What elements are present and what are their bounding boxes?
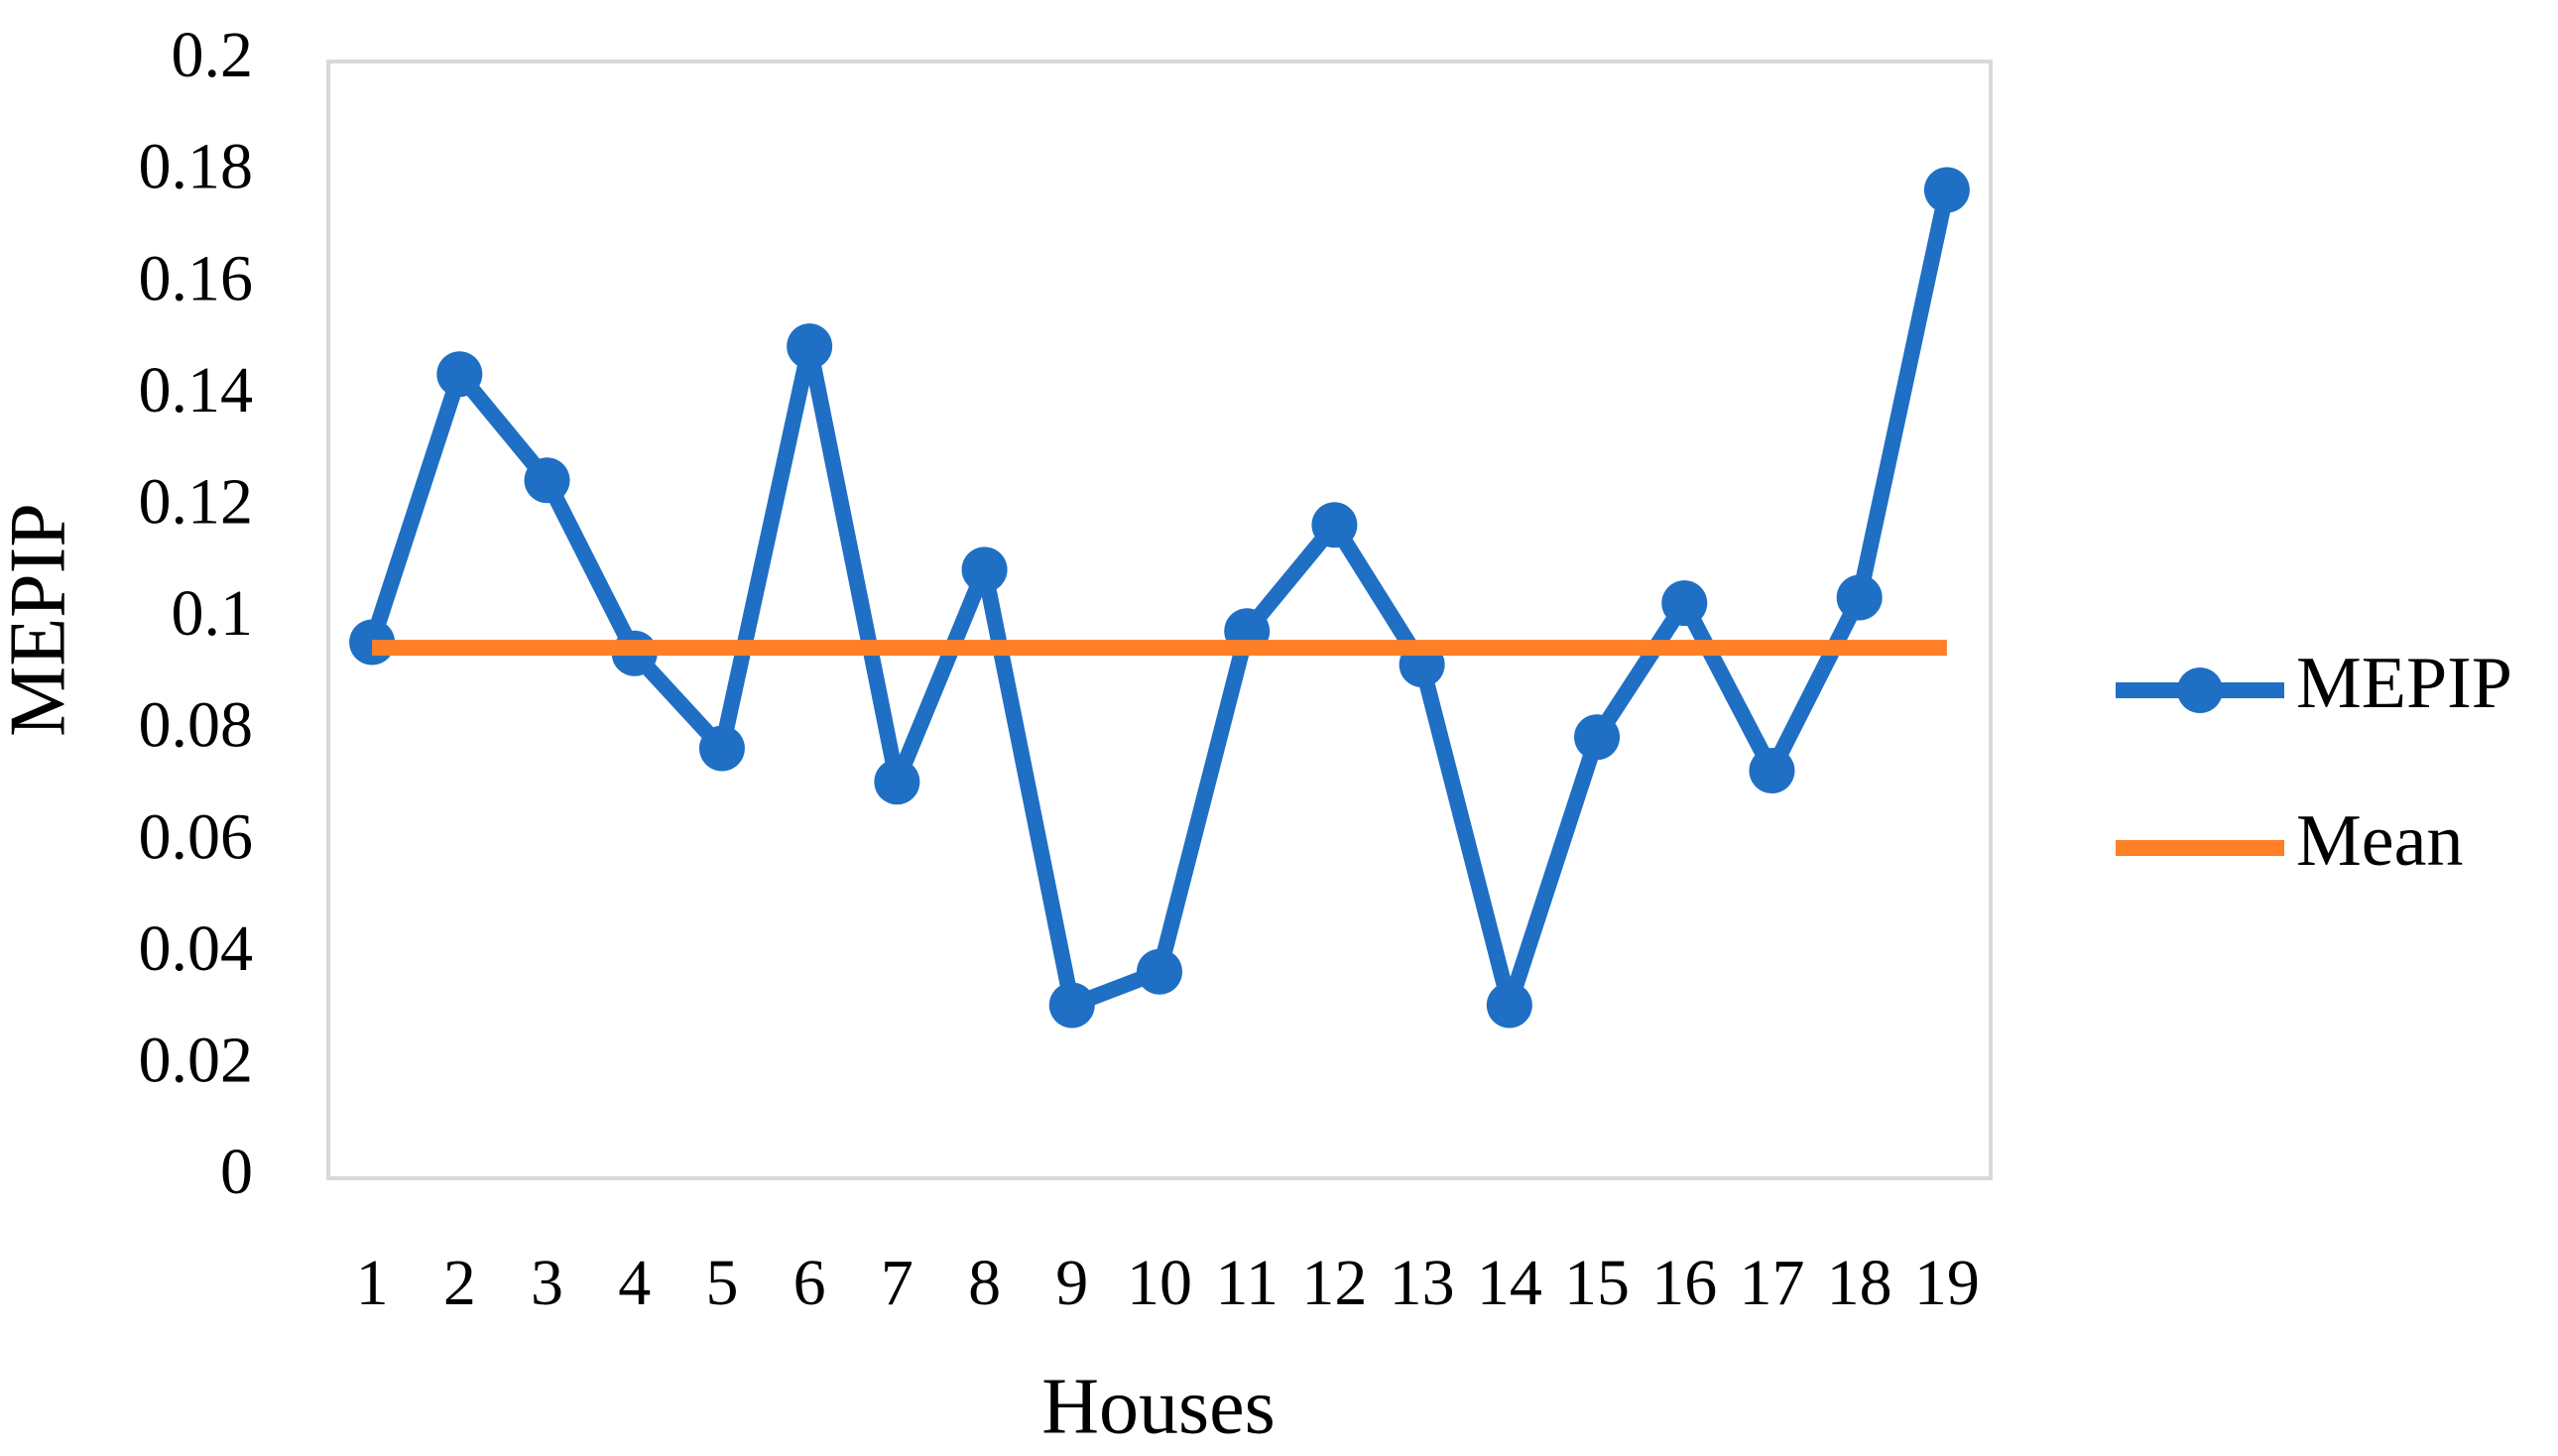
x-tick-label: 4 [618,1247,651,1319]
x-tick-label: 6 [793,1247,826,1319]
x-tick-label: 8 [968,1247,1001,1319]
y-axis-title: MEPIP [0,503,81,737]
x-tick-label: 2 [443,1247,476,1319]
marker [874,759,920,805]
x-tick-label: 16 [1651,1247,1717,1319]
x-tick-label: 18 [1827,1247,1892,1319]
x-tick-label: 19 [1914,1247,1980,1319]
x-tick-label: 7 [881,1247,914,1319]
x-tick-label: 12 [1301,1247,1367,1319]
marker [1486,982,1532,1029]
legend-marker [2177,667,2223,713]
y-tick-label: 0 [220,1136,253,1208]
x-tick-label: 15 [1564,1247,1630,1319]
x-tick-label: 11 [1215,1247,1279,1319]
y-tick-label: 0.02 [139,1025,254,1097]
marker [1137,948,1182,995]
plot-area [326,60,1993,1180]
marker [1749,748,1795,794]
marker [1574,714,1621,761]
x-tick-label: 5 [705,1247,738,1319]
marker [961,546,1008,593]
x-tick-label: 1 [356,1247,389,1319]
x-tick-label: 3 [531,1247,563,1319]
marker [1048,982,1095,1029]
marker [1311,502,1358,548]
legend-label: MEPIP [2296,643,2512,724]
marker [698,725,745,772]
marker [524,457,570,504]
x-tick-label: 14 [1477,1247,1542,1319]
y-tick-label: 0.1 [172,577,254,650]
x-tick-label: 13 [1390,1247,1455,1319]
marker [1923,167,1970,213]
x-tick-label: 9 [1055,1247,1088,1319]
y-tick-label: 0.14 [139,354,254,426]
y-tick-label: 0.2 [172,19,254,91]
marker [436,351,483,398]
marker [1661,580,1708,627]
x-axis-title: Houses [1041,1363,1276,1450]
marker [1836,574,1883,621]
x-tick-label: 17 [1739,1247,1804,1319]
y-tick-label: 0.18 [139,131,254,203]
y-tick-label: 0.06 [139,800,254,873]
y-tick-label: 0.12 [139,466,254,539]
y-tick-label: 0.08 [139,689,254,762]
x-tick-label: 10 [1127,1247,1192,1319]
series-line [364,187,1955,1014]
y-tick-label: 0.16 [139,242,254,314]
legend-label: Mean [2296,800,2464,882]
y-tick-label: 0.04 [139,912,254,985]
marker [787,323,833,370]
